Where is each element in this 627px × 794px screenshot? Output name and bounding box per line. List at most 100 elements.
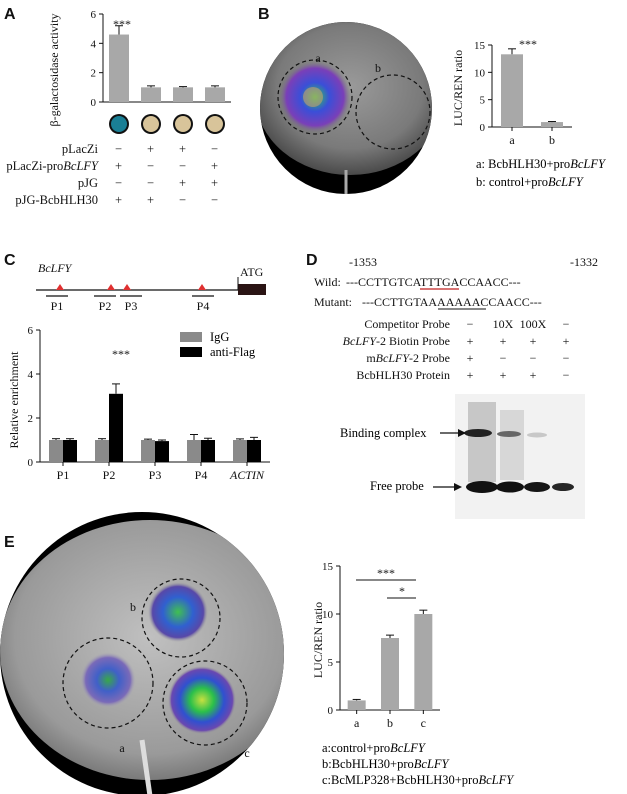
y-tick-label: 4: [28, 369, 34, 381]
panel-b-ylabel: LUC/REN ratio: [451, 50, 465, 126]
y-tick-label: 10: [322, 609, 334, 621]
x-tick-label: a: [509, 133, 515, 147]
panel-c-atg-label: ATG: [240, 265, 264, 279]
panel-d-mark: +: [500, 368, 507, 382]
panel-a-mark: +: [211, 159, 219, 173]
panel-d-wild-seq: ---CCTTGTCATTTGACCAACC---: [346, 275, 521, 289]
panel-a-table-row: pJG − − + +: [0, 176, 250, 193]
panel-c-atg-box: [238, 284, 266, 295]
y-tick-label: 5: [328, 657, 334, 669]
y-tick-label: 0: [28, 457, 34, 469]
panel-e-ylabel: LUC/REN ratio: [311, 602, 325, 678]
panel-a-table-row: pLacZi − + + −: [0, 142, 250, 159]
panel-c-site-4: [198, 284, 206, 290]
x-tick-label: b: [549, 133, 555, 147]
panel-e-circle-a: [62, 637, 154, 729]
panel-d-mark: +: [530, 334, 537, 348]
bar: [141, 440, 155, 462]
y-tick-label: 0: [480, 122, 486, 134]
panel-d-row-label: mBcLFY-2 Probe: [366, 351, 450, 365]
panel-d-mark: +: [467, 351, 474, 365]
panel-letter-e: E: [4, 534, 15, 551]
panel-c-ylabel: Relative enrichment: [7, 351, 21, 449]
bar: [187, 440, 201, 462]
panel-d-gel: [455, 394, 585, 519]
colony: [175, 116, 191, 132]
bar: [109, 393, 123, 462]
bar: [173, 87, 193, 102]
panel-e-spot-label-a: a: [119, 741, 125, 755]
panel-a-significance: ***: [113, 17, 131, 31]
panel-d-mark: −: [563, 368, 570, 382]
colony: [143, 116, 159, 132]
panel-a-mark: −: [115, 142, 123, 156]
panel-a-mark: +: [179, 176, 187, 190]
panel-a-mark: −: [211, 142, 219, 156]
panel-e-legend-b: b:BcbHLH30+proBcLFY: [322, 757, 451, 771]
panel-a-mark: +: [115, 159, 123, 173]
panel-a-bar-chart: 0 2 4 6: [91, 9, 231, 109]
panel-d-free-band-1: [466, 481, 498, 493]
panel-d-mark: −: [500, 351, 507, 365]
panel-a-row-label: pJG: [77, 176, 98, 190]
panel-d-binding-band-3: [527, 432, 547, 438]
panel-b-bar-chart: 0 5 10 15 a b: [474, 40, 572, 147]
panel-letter-b: B: [258, 6, 270, 23]
panel-e-spot-a: [80, 652, 136, 708]
y-tick-label: 6: [91, 9, 97, 21]
x-tick-label: b: [387, 716, 393, 730]
panel-b-significance: ***: [519, 37, 537, 51]
panel-e-spot-c: [168, 666, 236, 734]
bar: [201, 440, 215, 462]
panel-a-mark: +: [115, 193, 123, 207]
panel-d-mark: +: [467, 334, 474, 348]
x-tick-label: a: [354, 716, 360, 730]
panel-d-gel-bands: [464, 402, 574, 493]
panel-d-mutant-label: Mutant:: [314, 295, 352, 309]
x-tick-label: c: [421, 716, 426, 730]
panel-d-table: Competitor Probe − 10X 100X − BcLFY-2 Biotin …: [343, 317, 570, 382]
bar: [381, 638, 399, 710]
panel-d-row-label: BcbHLH30 Protein: [356, 368, 450, 382]
panel-d-mark: −: [530, 351, 537, 365]
bar: [205, 87, 225, 102]
y-tick-label: 10: [474, 67, 486, 79]
x-tick-label: P3: [149, 468, 162, 482]
panel-d-free-band-3: [524, 482, 550, 492]
panel-a-mark: −: [179, 159, 187, 173]
panel-b-spot-label-b: b: [375, 61, 381, 75]
panel-b-legend-b: b: control+proBcLFY: [476, 175, 585, 189]
panel-a-table-row: pJG-BcbHLH30 + + − −: [0, 193, 250, 210]
bar: [49, 440, 63, 462]
panel-a-mark: +: [147, 193, 155, 207]
y-tick-label: 15: [322, 561, 334, 573]
panel-e-sig-short: *: [399, 584, 405, 598]
panel-a-row-label: pLacZi-proBcLFY: [6, 159, 98, 173]
x-tick-label: ACTIN: [229, 468, 265, 482]
panel-d-binding-band-2: [497, 431, 521, 437]
panel-a-ylabel: β-galactosidase activity: [47, 13, 61, 126]
panel-e-spot-label-b: b: [130, 600, 136, 614]
panel-c-gene-name: BcLFY: [38, 261, 73, 275]
panel-b-legend-a: a: BcbHLH30+proBcLFY: [476, 157, 607, 171]
panel-c-probe-p1: P1: [51, 299, 64, 313]
panel-d-pos-left: -1353: [349, 255, 377, 269]
panel-c-legend-igg: IgG: [210, 330, 229, 344]
bar: [95, 440, 109, 462]
bar: [541, 122, 563, 127]
y-tick-label: 0: [91, 97, 97, 109]
y-tick-label: 2: [91, 68, 97, 80]
x-tick-label: P2: [103, 468, 116, 482]
y-tick-label: 15: [474, 40, 486, 52]
panel-c-legend-flag: anti-Flag: [210, 345, 256, 359]
panel-a-colonies: [109, 114, 225, 134]
panel-d-free-label: Free probe: [370, 479, 424, 493]
panel-a-mark: −: [147, 159, 155, 173]
panel-b-circle-b: [355, 74, 431, 150]
panel-a-row-label: pLacZi: [61, 142, 98, 156]
panel-e-legend-a: a:control+proBcLFY: [322, 741, 427, 755]
